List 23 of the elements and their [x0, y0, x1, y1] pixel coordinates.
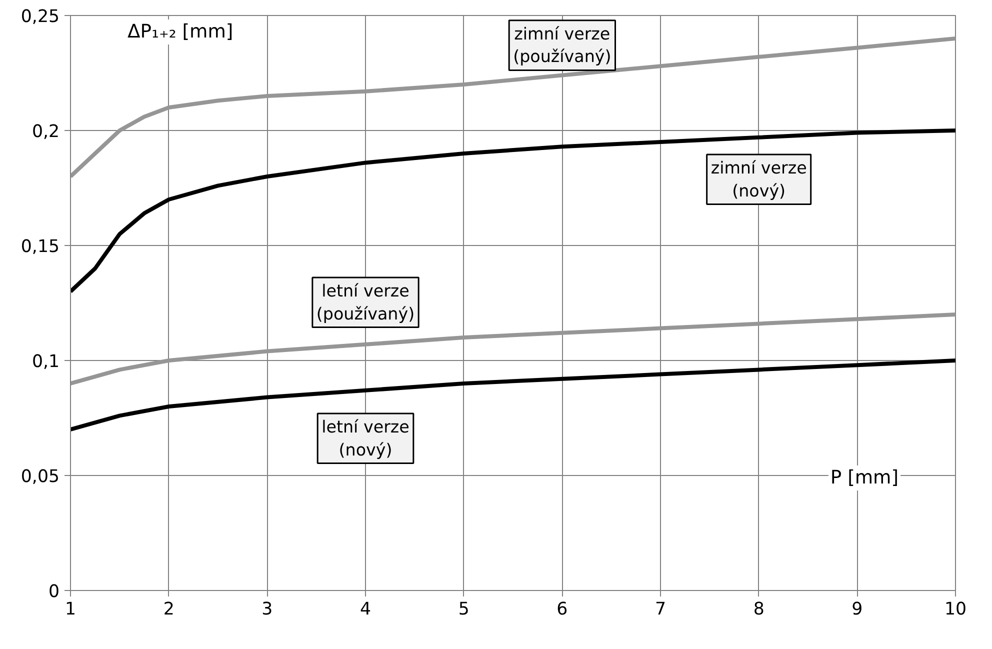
y-tick-label: 0,1 — [32, 352, 60, 372]
x-tick-label: 3 — [262, 600, 273, 620]
x-tick-label: 8 — [753, 600, 764, 620]
y-tick-label: 0,2 — [32, 122, 60, 142]
series-label: letní verze (používaný) — [316, 282, 415, 324]
x-tick-label: 4 — [360, 600, 372, 620]
x-tick-label: 5 — [458, 600, 470, 620]
series-label: zimní verze (nový) — [710, 158, 807, 200]
x-tick-label: 10 — [944, 600, 967, 620]
y-tick-label: 0,15 — [20, 237, 60, 257]
y-tick-label: 0,05 — [20, 467, 60, 487]
x-tick-label: 7 — [654, 600, 666, 620]
series-label: zimní verze (používaný) — [513, 24, 612, 66]
x-axis-title: P [mm] — [830, 468, 899, 488]
y-tick-label: 0 — [48, 582, 60, 602]
series-label: letní verze (nový) — [322, 418, 410, 460]
x-tick-label: 1 — [64, 600, 76, 620]
y-axis-title: ΔP₁₊₂ [mm] — [128, 22, 234, 42]
line-series — [70, 358, 956, 432]
x-tick-label: 9 — [852, 600, 863, 620]
y-tick-label: 0,25 — [20, 7, 60, 27]
x-tick-label: 2 — [163, 600, 174, 620]
x-tick-label: 6 — [556, 600, 568, 620]
